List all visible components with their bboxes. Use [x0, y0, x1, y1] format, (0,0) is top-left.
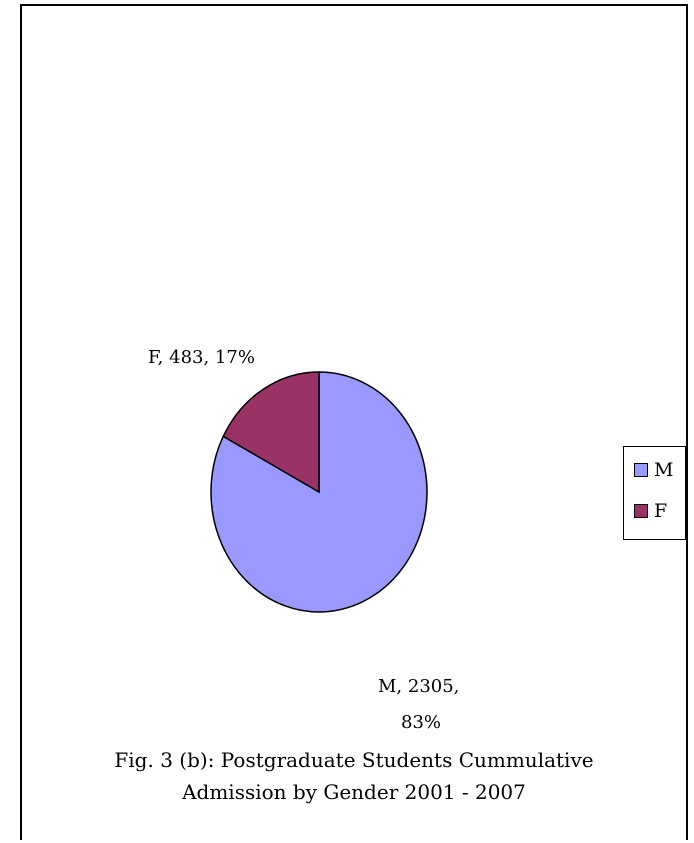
caption-line-1: Fig. 3 (b): Postgraduate Students Cummul… [114, 748, 594, 772]
chart-legend: M F [623, 446, 686, 540]
legend-label-m: M [654, 459, 674, 481]
data-label-m-line2: 83% [401, 712, 441, 733]
legend-label-f: F [654, 500, 668, 522]
legend-swatch-f [634, 504, 648, 518]
data-label-m-line1: M, 2305, [378, 676, 459, 697]
pie-slice-f [222, 371, 320, 494]
caption-line-2: Admission by Gender 2001 - 2007 [182, 780, 526, 804]
legend-swatch-m [634, 463, 648, 477]
legend-item-f: F [634, 500, 667, 522]
pie-slices [210, 371, 428, 613]
legend-item-m: M [634, 459, 673, 481]
data-label-f: F, 483, 17% [148, 347, 255, 368]
figure-caption: Fig. 3 (b): Postgraduate Students Cummul… [20, 744, 688, 808]
